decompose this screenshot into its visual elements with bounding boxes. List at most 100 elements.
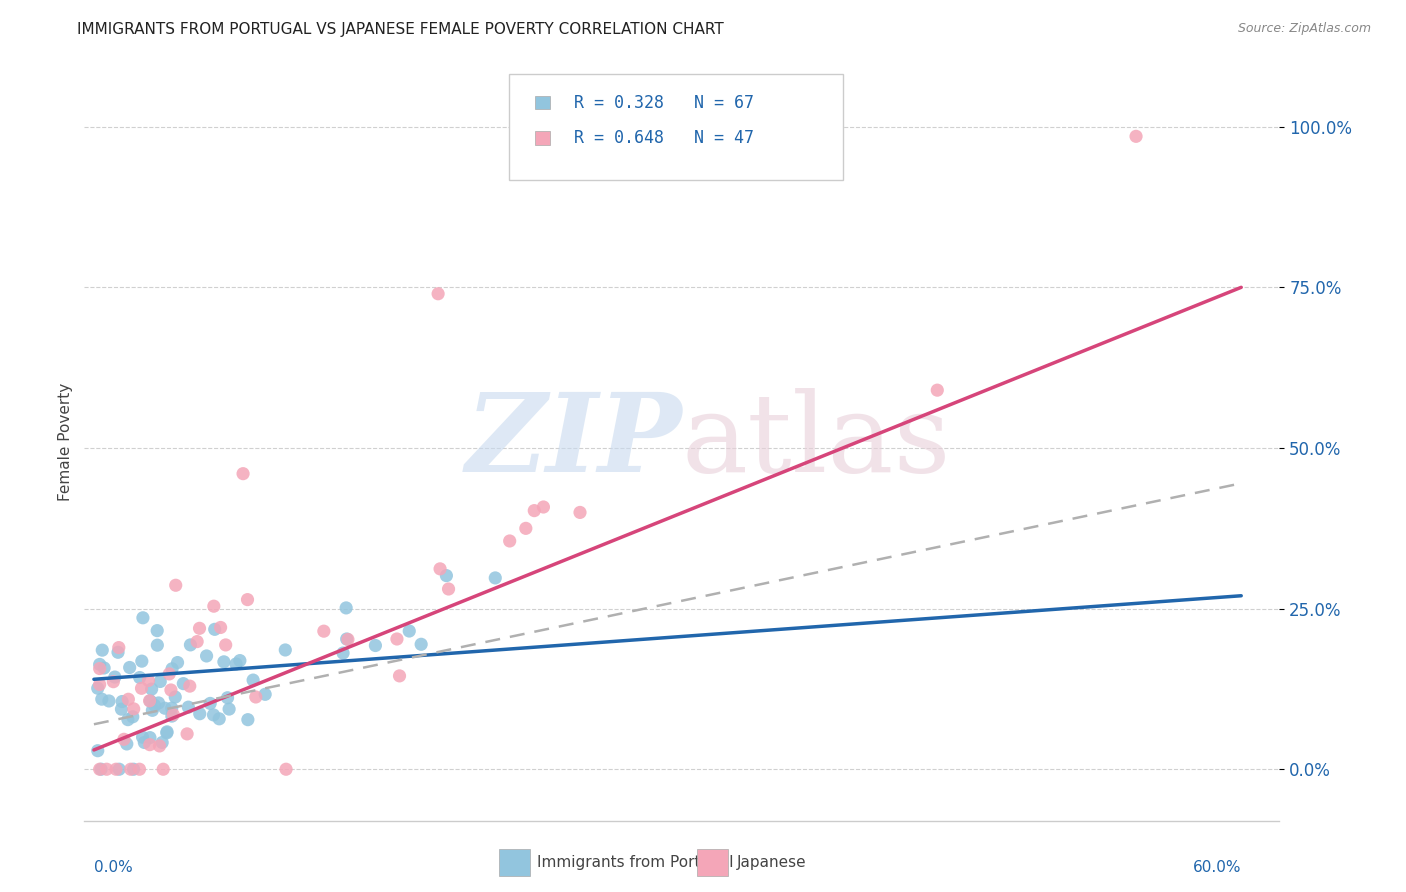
Text: atlas: atlas: [682, 388, 952, 495]
Point: [146, 624, 169, 638]
Point: [242, 673, 264, 687]
Point: [236, 592, 259, 607]
Point: [229, 654, 252, 668]
Point: [139, 738, 162, 752]
Point: [336, 632, 359, 646]
Point: [195, 648, 218, 663]
Point: [87, 681, 110, 696]
Point: [156, 726, 179, 740]
Point: [141, 703, 163, 717]
Point: [152, 762, 174, 776]
Point: [332, 646, 354, 660]
Point: [312, 624, 335, 639]
Point: [533, 500, 555, 514]
Point: [515, 521, 537, 535]
Point: [89, 661, 111, 675]
Point: [150, 735, 173, 749]
FancyBboxPatch shape: [509, 74, 844, 180]
Point: [427, 286, 450, 301]
Point: [236, 713, 259, 727]
Point: [232, 467, 254, 481]
Point: [160, 709, 183, 723]
Point: [523, 503, 546, 517]
Point: [179, 679, 201, 693]
Point: [107, 640, 129, 655]
Point: [104, 670, 127, 684]
Point: [90, 762, 112, 776]
Point: [335, 601, 357, 615]
Point: [165, 690, 187, 704]
Point: [115, 737, 138, 751]
Point: [139, 731, 162, 745]
Point: [364, 639, 387, 653]
Point: [138, 673, 160, 688]
Text: IMMIGRANTS FROM PORTUGAL VS JAPANESE FEMALE POVERTY CORRELATION CHART: IMMIGRANTS FROM PORTUGAL VS JAPANESE FEM…: [77, 22, 724, 37]
Point: [105, 762, 128, 776]
Point: [143, 698, 166, 713]
FancyBboxPatch shape: [534, 131, 550, 145]
Point: [225, 657, 247, 671]
Text: ZIP: ZIP: [465, 388, 682, 495]
Text: R = 0.328   N = 67: R = 0.328 N = 67: [575, 94, 755, 112]
Text: Immigrants from Portugal: Immigrants from Portugal: [537, 855, 734, 870]
Point: [200, 697, 222, 711]
Point: [215, 638, 238, 652]
Point: [103, 674, 125, 689]
Point: [89, 762, 111, 776]
Point: [121, 710, 143, 724]
Point: [97, 694, 120, 708]
Point: [122, 702, 145, 716]
Point: [131, 654, 153, 668]
Point: [146, 638, 169, 652]
Point: [93, 661, 115, 675]
Point: [148, 739, 170, 753]
Point: [108, 762, 131, 776]
Point: [131, 730, 153, 744]
Point: [336, 632, 359, 647]
Point: [128, 762, 150, 776]
Point: [166, 656, 188, 670]
Point: [218, 702, 240, 716]
Point: [429, 562, 451, 576]
Point: [385, 632, 408, 646]
Point: [138, 694, 160, 708]
Point: [120, 762, 142, 776]
Point: [499, 533, 522, 548]
Point: [172, 676, 194, 690]
Point: [176, 727, 198, 741]
Point: [388, 669, 411, 683]
Point: [186, 634, 208, 648]
Point: [132, 611, 155, 625]
Point: [160, 662, 183, 676]
Point: [484, 571, 506, 585]
Point: [107, 645, 129, 659]
Point: [89, 677, 111, 691]
Y-axis label: Female Poverty: Female Poverty: [58, 383, 73, 500]
Point: [411, 637, 433, 651]
Text: Japanese: Japanese: [737, 855, 807, 870]
Point: [111, 694, 134, 708]
Point: [245, 690, 267, 704]
Point: [89, 657, 111, 672]
Point: [87, 744, 110, 758]
Point: [157, 667, 180, 681]
Point: [179, 638, 201, 652]
Point: [162, 707, 184, 722]
Text: 0.0%: 0.0%: [94, 860, 132, 874]
Point: [156, 724, 179, 739]
Point: [160, 701, 183, 715]
Point: [434, 568, 457, 582]
Point: [398, 624, 420, 638]
Point: [254, 687, 277, 701]
Point: [274, 762, 297, 776]
Point: [274, 643, 297, 657]
Point: [1125, 129, 1147, 144]
Point: [112, 732, 135, 747]
Point: [139, 694, 162, 708]
Point: [131, 681, 153, 696]
Point: [91, 643, 114, 657]
Point: [118, 660, 141, 674]
Point: [204, 623, 226, 637]
FancyBboxPatch shape: [534, 95, 550, 110]
Point: [208, 712, 231, 726]
